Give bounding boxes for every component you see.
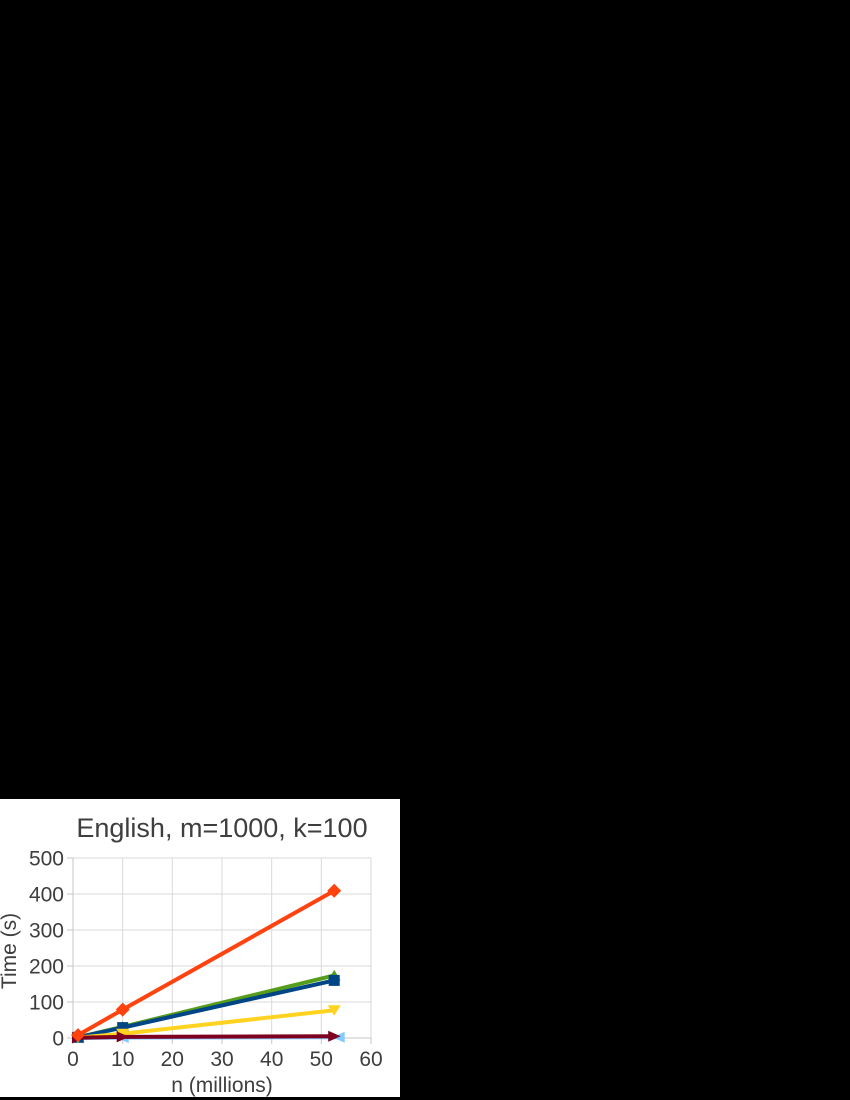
x-tick-label: 30 xyxy=(210,1048,233,1071)
x-tick-label: 50 xyxy=(310,1048,333,1071)
x-tick-label: 60 xyxy=(359,1048,382,1071)
y-tick-label: 100 xyxy=(29,992,64,1015)
y-tick-label: 200 xyxy=(29,956,64,979)
chart-title: English, m=1000, k=100 xyxy=(76,813,367,843)
timing-chart: English, m=1000, k=100 n (millions) Time… xyxy=(0,813,383,1097)
yellow-arrow-down-marker-arrow-down-icon xyxy=(327,1005,341,1016)
series-layer xyxy=(71,883,345,1044)
dark-red-arrow-right-marker-arrow-right-icon xyxy=(328,1030,341,1042)
x-tick-label: 10 xyxy=(111,1048,134,1071)
axis-labels-layer: English, m=1000, k=100 n (millions) Time… xyxy=(0,813,383,1097)
series-line-dark-red-arrow-right xyxy=(77,1034,335,1040)
y-tick-label: 400 xyxy=(29,884,64,907)
y-tick-label: 500 xyxy=(29,848,64,871)
light-blue-arrow-left-marker-arrow-left-icon xyxy=(332,1031,345,1043)
yellow-arrow-down-marker-arrow-down-icon xyxy=(116,1028,130,1040)
x-tick-label: 40 xyxy=(260,1048,283,1071)
y-tick-label: 300 xyxy=(29,920,64,943)
orange-diamond-marker-diamond-icon xyxy=(327,883,342,898)
orange-diamond-marker-diamond-icon xyxy=(115,1002,130,1017)
orange-diamond-marker-diamond-icon xyxy=(71,1028,85,1043)
x-tick-label: 20 xyxy=(161,1048,184,1071)
y-tick-label: 0 xyxy=(52,1028,64,1051)
x-axis-title: n (millions) xyxy=(171,1074,273,1097)
grid-layer xyxy=(67,857,372,1044)
dark-red-arrow-right-marker-arrow-right-icon xyxy=(116,1031,130,1043)
blue-square-marker-square-icon xyxy=(328,974,340,986)
chart-panel: English, m=1000, k=100 n (millions) Time… xyxy=(0,799,400,1097)
y-axis-title: Time (s) xyxy=(0,913,21,989)
x-tick-label: 0 xyxy=(67,1048,79,1071)
